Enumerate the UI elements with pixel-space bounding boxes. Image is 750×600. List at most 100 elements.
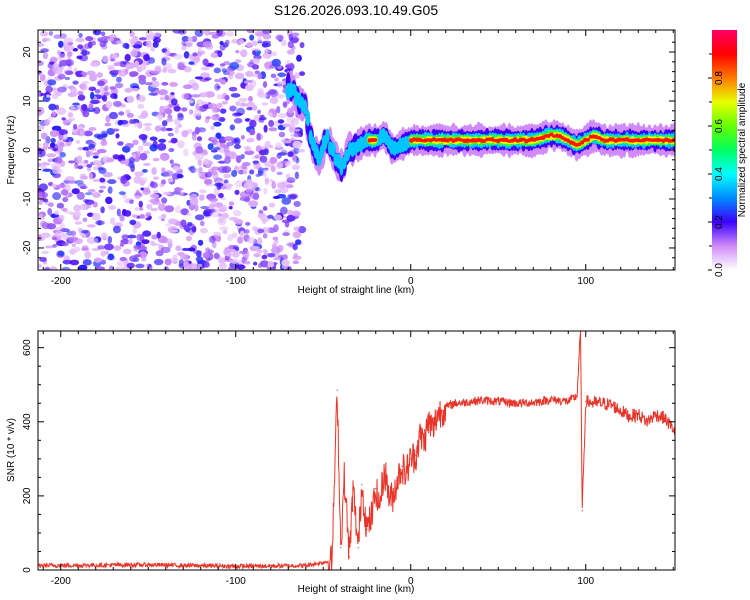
noise-blob (292, 154, 297, 162)
noise-blob (39, 73, 46, 82)
x-tick-label: 0 (408, 576, 414, 587)
noise-blob (227, 266, 237, 270)
noise-blob (152, 176, 160, 180)
noise-blob (213, 252, 220, 260)
noise-blob (188, 61, 195, 65)
noise-blob (51, 111, 57, 117)
noise-blob (251, 40, 258, 47)
signal-ridge-mark (585, 137, 590, 142)
noise-blob (151, 243, 161, 247)
noise-blob (165, 223, 171, 227)
noise-blob (230, 258, 239, 264)
noise-blob (73, 204, 82, 212)
noise-blob (89, 61, 100, 67)
noise-blob (38, 147, 43, 155)
noise-blob (142, 122, 153, 127)
noise-blob (261, 42, 272, 48)
noise-blob (134, 207, 140, 211)
noise-blob (92, 159, 101, 166)
noise-blob (234, 189, 240, 195)
noise-blob (41, 162, 51, 166)
noise-blob (232, 112, 242, 117)
noise-blob (86, 224, 96, 228)
noise-blob (52, 192, 62, 201)
signal-ridge-mark (622, 137, 627, 142)
noise-blob (94, 257, 103, 263)
noise-blob (213, 121, 222, 127)
noise-blob (167, 178, 174, 183)
noise-blob (277, 119, 285, 124)
noise-blob (54, 226, 63, 231)
noise-blob (258, 149, 267, 156)
noise-blob (248, 95, 253, 102)
noise-blob (263, 124, 268, 133)
noise-blob (159, 96, 165, 101)
noise-blob (40, 48, 49, 53)
noise-blob (128, 156, 135, 164)
noise-blob (264, 48, 271, 54)
noise-blob (82, 80, 90, 85)
noise-blob (191, 82, 200, 91)
noise-blob (55, 184, 66, 189)
colorbar-tick-label: 0.8 (714, 71, 725, 85)
noise-blob (144, 82, 153, 86)
noise-blob (134, 254, 141, 258)
noise-blob (262, 233, 268, 239)
noise-blob (181, 40, 186, 46)
noise-blob (219, 63, 226, 67)
noise-blob (115, 133, 120, 139)
noise-blob (71, 188, 80, 195)
snr-point (637, 413, 639, 415)
snr-ticks: -200 -100 0 100 0 200 400 600 (22, 331, 675, 587)
noise-blob (213, 67, 221, 74)
noise-blob (200, 72, 210, 79)
noise-blob (259, 114, 265, 119)
noise-blob (183, 66, 192, 73)
noise-blob (139, 207, 144, 211)
noise-blob (218, 192, 224, 199)
noise-blob (153, 32, 161, 38)
noise-blob (270, 51, 278, 57)
noise-blob (65, 210, 74, 215)
noise-blob (210, 136, 218, 141)
noise-blob (48, 31, 53, 36)
noise-blob (216, 94, 223, 100)
noise-blob (273, 214, 283, 221)
noise-blob (267, 112, 273, 117)
noise-blob (235, 100, 241, 107)
noise-blob (188, 99, 194, 104)
noise-blob (202, 58, 209, 66)
noise-blob (161, 120, 168, 127)
noise-blob (52, 243, 58, 248)
noise-blob (151, 200, 161, 205)
noise-blob (270, 73, 277, 78)
noise-blob (217, 160, 227, 164)
noise-blob (173, 118, 181, 126)
noise-blob (282, 232, 290, 237)
noise-blob (77, 165, 84, 170)
snr-point (436, 413, 438, 415)
noise-blob (189, 165, 196, 174)
noise-blob (86, 236, 97, 244)
noise-blob (282, 160, 292, 164)
noise-blob (228, 86, 238, 92)
snr-point (628, 415, 631, 417)
noise-blob (150, 181, 158, 189)
noise-blob (92, 201, 98, 208)
noise-blob (223, 146, 230, 153)
snr-point (620, 410, 622, 412)
signal-ridge-mark (608, 137, 613, 142)
noise-blob (129, 119, 134, 125)
noise-blob (105, 158, 115, 163)
noise-blob (57, 86, 67, 93)
noise-blob (75, 73, 84, 78)
noise-blob (139, 214, 145, 219)
noise-blob (125, 62, 131, 71)
noise-blob (107, 235, 113, 244)
noise-blob (208, 197, 219, 202)
noise-blob (82, 217, 88, 223)
noise-blob (40, 232, 51, 239)
snr-point (361, 484, 363, 486)
noise-blob (111, 73, 118, 78)
noise-blob (121, 234, 130, 240)
